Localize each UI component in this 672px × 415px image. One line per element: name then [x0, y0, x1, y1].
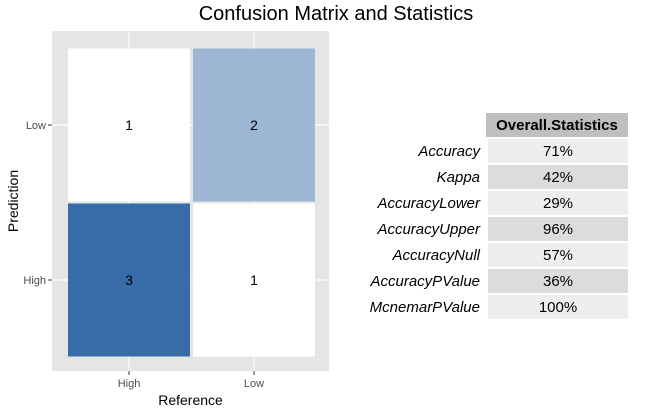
statistic-name: AccuracyNull — [348, 243, 486, 269]
statistic-value: 96% — [486, 217, 628, 243]
y-axis: High Low — [23, 120, 52, 287]
y-tick-label-low: Low — [26, 120, 46, 132]
table-row: AccuracyUpper 96% — [348, 217, 628, 243]
cell-high-low — [193, 203, 315, 357]
x-axis-label: Reference — [158, 392, 223, 408]
chart-title: Confusion Matrix and Statistics — [198, 3, 474, 25]
cell-low-high — [68, 48, 190, 202]
cell-high-high — [68, 203, 190, 357]
y-axis-label: Prediction — [5, 170, 21, 232]
cell-label-low-low: 2 — [250, 117, 258, 133]
x-tick-label-low: Low — [244, 378, 264, 390]
statistics-table: Overall.Statistics Accuracy 71% Kappa 42% Ac… — [348, 113, 628, 321]
statistic-value: 100% — [486, 295, 628, 321]
table-row: Kappa 42% — [348, 165, 628, 191]
cell-label-low-high: 1 — [125, 117, 133, 133]
statistic-value: 57% — [486, 243, 628, 269]
cell-low-low — [193, 48, 315, 202]
cell-label-high-high: 3 — [125, 272, 133, 288]
statistic-name: Accuracy — [348, 139, 486, 165]
y-tick-label-high: High — [23, 275, 46, 287]
table-row: Accuracy 71% — [348, 139, 628, 165]
statistic-name: Kappa — [348, 165, 486, 191]
table-row: AccuracyPValue 36% — [348, 269, 628, 295]
cell-label-high-low: 1 — [250, 272, 258, 288]
table-row: McnemarPValue 100% — [348, 295, 628, 321]
x-axis: High Low — [118, 371, 264, 390]
statistic-value: 36% — [486, 269, 628, 295]
column-header: Overall.Statistics — [486, 113, 628, 139]
statistic-name: McnemarPValue — [348, 295, 486, 321]
statistic-name: AccuracyLower — [348, 191, 486, 217]
statistic-value: 71% — [486, 139, 628, 165]
statistic-name: AccuracyPValue — [348, 269, 486, 295]
statistic-value: 42% — [486, 165, 628, 191]
table-header-row: Overall.Statistics — [348, 113, 628, 139]
table-body: Accuracy 71% Kappa 42% AccuracyLower 29% Accur… — [348, 139, 628, 321]
table-corner — [348, 113, 486, 139]
x-tick-label-high: High — [118, 378, 141, 390]
statistic-name: AccuracyUpper — [348, 217, 486, 243]
matrix-cells: 1 2 3 1 — [68, 48, 315, 357]
table-row: AccuracyLower 29% — [348, 191, 628, 217]
statistic-value: 29% — [486, 191, 628, 217]
table-row: AccuracyNull 57% — [348, 243, 628, 269]
